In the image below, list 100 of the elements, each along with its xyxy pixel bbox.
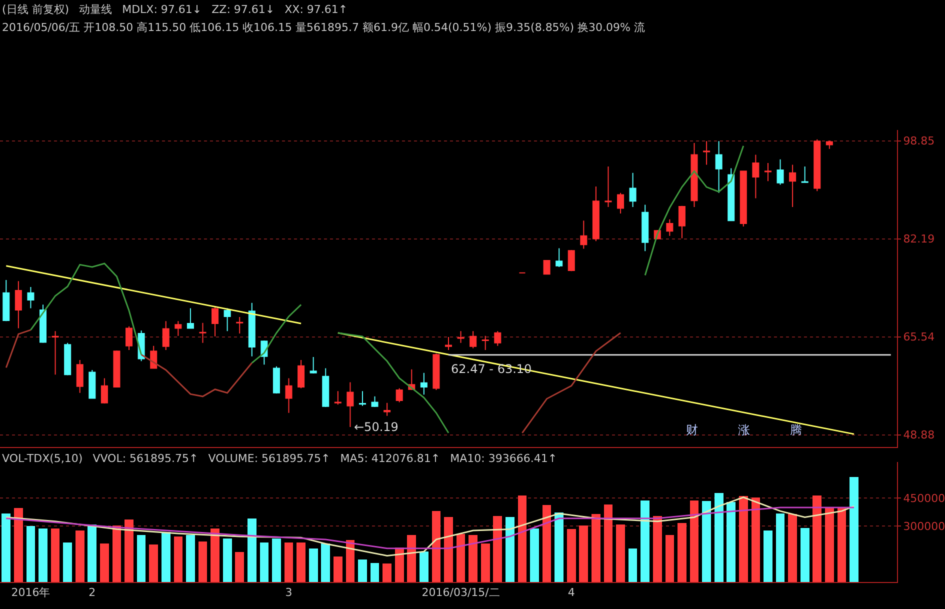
candlestick (100, 378, 108, 404)
candlestick (162, 320, 170, 350)
candlestick (801, 166, 808, 184)
candlestick (592, 186, 600, 242)
candlestick (826, 140, 833, 150)
chart-subtitle: 2016/05/06/五 开108.50 高115.50 低106.15 收106.15 量561895.7 额61.9亿 幅0.54(0.51%) 振9.35(8.85%) 换30.09% 流 (2, 20, 645, 35)
bar (592, 514, 600, 582)
bar (321, 544, 330, 582)
bar (50, 528, 60, 582)
bar (444, 517, 453, 582)
line-series (30, 262, 142, 356)
bar (210, 528, 220, 582)
candlestick (310, 356, 317, 374)
chart-title: VOL-TDX(5,10) (2, 452, 83, 465)
candlestick (346, 382, 354, 428)
text: 动量线 (79, 3, 112, 16)
line-series (251, 304, 302, 364)
candlestick (642, 204, 649, 252)
line-series (644, 145, 744, 276)
candlestick (728, 168, 735, 222)
bar (566, 529, 576, 582)
candlestick (298, 359, 305, 389)
bar (542, 505, 552, 582)
bar (665, 535, 674, 582)
line-series (5, 506, 855, 550)
bar (284, 542, 294, 582)
candlestick (285, 378, 292, 414)
bar (506, 517, 514, 582)
bar (751, 497, 760, 582)
bar (394, 547, 404, 582)
annotation: 腾 (790, 423, 802, 437)
candlestick (814, 138, 821, 192)
bar (714, 492, 724, 582)
bar (652, 516, 662, 582)
bar (812, 495, 822, 582)
candlestick (186, 308, 194, 330)
bar (112, 526, 122, 582)
y-tick-label: 300000 (903, 520, 945, 533)
bar (161, 532, 170, 582)
candlestick (764, 162, 772, 182)
candlestick (126, 326, 133, 350)
bar (149, 544, 158, 582)
candlestick (789, 164, 796, 208)
candlestick (212, 306, 219, 337)
bar (174, 536, 183, 582)
candlestick (76, 359, 84, 394)
line-series (140, 354, 253, 398)
candlestick (248, 302, 256, 357)
bar (296, 542, 306, 582)
bar (124, 519, 134, 582)
bar (554, 512, 564, 582)
annotation: VOLUME: 561895.75↑ (208, 452, 330, 465)
candlestick (199, 322, 206, 344)
candlestick (629, 172, 636, 208)
bar (222, 538, 232, 582)
bar (14, 508, 23, 582)
bar (420, 552, 428, 582)
bar (579, 526, 588, 582)
candlestick (40, 304, 47, 344)
bar (518, 495, 527, 582)
annotation: VVOL: 561895.75↑ (92, 452, 198, 465)
candlestick (556, 248, 563, 268)
y-tick-label: 82.19 (903, 232, 935, 246)
candlestick (482, 335, 489, 350)
bar (358, 559, 367, 582)
bar (272, 538, 281, 582)
y-tick-label: 98.85 (903, 134, 935, 148)
bar (308, 548, 318, 582)
candlestick (580, 220, 588, 250)
bar (604, 504, 613, 582)
bar (738, 496, 748, 582)
x-tick-label: 2016/03/15/二 (422, 586, 500, 600)
bar (63, 542, 72, 582)
candlestick (420, 372, 428, 396)
bar (75, 530, 84, 582)
bar (370, 562, 380, 582)
text: ZZ: 97.61↓ (212, 3, 275, 16)
bar (678, 523, 686, 582)
candlestick (543, 260, 550, 276)
bar (468, 535, 478, 582)
x-tick-label: 2 (88, 586, 96, 600)
bar (764, 530, 772, 582)
y-tick-label: 48.88 (903, 428, 935, 442)
bar (788, 514, 797, 582)
candlestick (752, 154, 760, 199)
bar (235, 552, 244, 582)
candlestick (384, 402, 391, 416)
bar (640, 500, 650, 582)
candlestick (396, 388, 403, 403)
bar (382, 564, 392, 582)
bar (333, 556, 342, 582)
candlestick (703, 140, 710, 166)
candlestick (371, 396, 378, 408)
x-tick-label: 4 (568, 586, 575, 600)
bar (2, 514, 11, 582)
candlestick (690, 142, 698, 208)
y-tick-label: 450000 (903, 492, 945, 505)
candlestick (432, 352, 440, 390)
bar (38, 528, 48, 582)
bar (432, 511, 441, 582)
